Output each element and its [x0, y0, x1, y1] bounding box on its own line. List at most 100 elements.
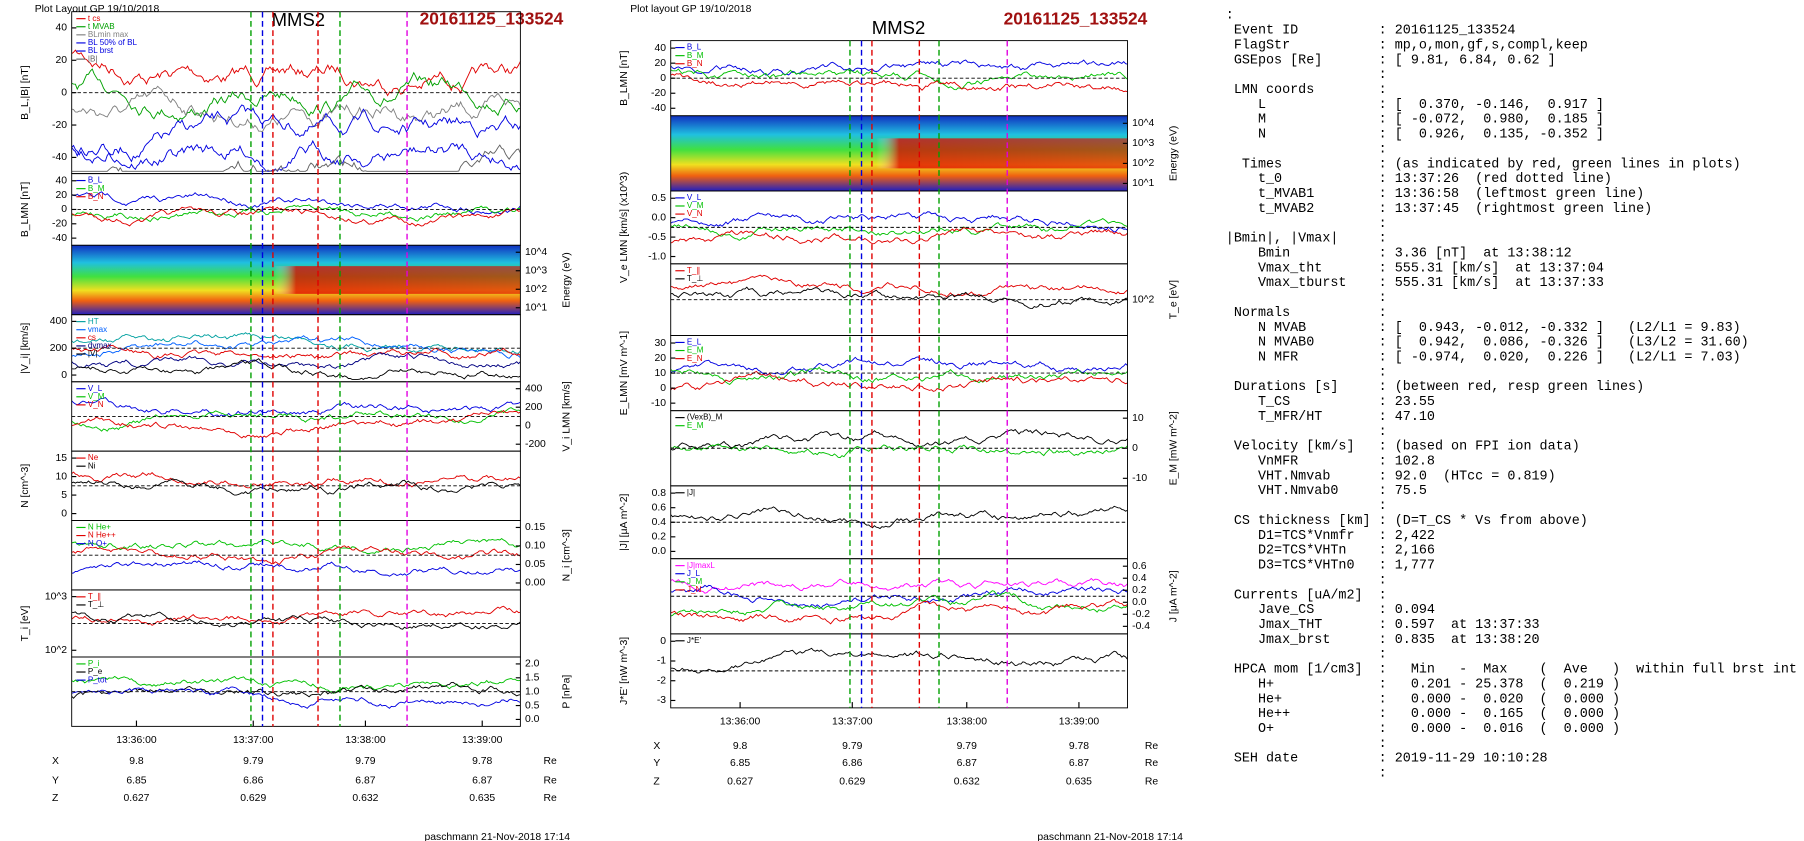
trace: [71, 139, 521, 173]
position-value: 0.627: [123, 793, 149, 804]
legend-label: vmax: [88, 325, 107, 334]
summary-line: L : [ 0.370, -0.146, 0.917 ]: [1226, 98, 1604, 113]
summary-line: CS thickness [km] : (D=T_CS * Vs from ab…: [1226, 514, 1588, 529]
y-tick-label: -0.2: [1132, 609, 1150, 620]
legend-label: T_⊥: [88, 600, 104, 609]
y-tick-label: 10^2: [45, 645, 67, 656]
y-axis-label: J [μA m^-2]: [1169, 570, 1180, 622]
y-tick-label: 1.5: [525, 673, 540, 684]
position-value: 6.87: [1069, 758, 1089, 769]
trace: [670, 218, 1128, 241]
summary-line: O+ : 0.000 - 0.016 ( 0.000 ): [1226, 722, 1620, 737]
summary-line: :: [1226, 217, 1387, 232]
legend-label: P_tot: [88, 675, 108, 684]
y-tick-label: -40: [651, 103, 666, 114]
y-tick-label: -10: [1132, 473, 1147, 484]
x-tick-label: 13:38:00: [947, 716, 988, 727]
legend-label: B_L: [687, 43, 702, 52]
position-label: Y: [52, 775, 59, 786]
legend-label: T_∥: [88, 592, 101, 601]
panel: |J| 0.8 0.6 0.4 0.2 0.0 |J| [μA m^-2]: [619, 485, 1128, 560]
legend-label: |J|: [687, 488, 695, 497]
legend-label: J_N: [687, 585, 702, 594]
summary-line: :: [1226, 365, 1387, 380]
summary-line: t_MVAB1 : 13:36:58 (leftmost green line): [1226, 187, 1644, 202]
y-axis-label: Energy (eV): [1169, 126, 1180, 181]
legend-label: t cs: [88, 14, 101, 23]
x-tick-label: 13:36:00: [720, 716, 761, 727]
y-tick-label: 10^3: [525, 265, 547, 276]
summary-line: HPCA mom [1/cm3] : Min - Max ( Ave ) wit…: [1226, 663, 1797, 678]
x-tick-label: 13:39:00: [462, 735, 503, 746]
x-tick-label: 13:36:00: [116, 735, 157, 746]
legend-label: t MVAB: [88, 22, 115, 31]
y-tick-label: 30: [655, 338, 667, 349]
position-value: 9.79: [243, 756, 263, 767]
position-value: 0.627: [727, 777, 753, 788]
trace: [71, 344, 521, 360]
summary-line: LMN coords :: [1226, 83, 1387, 98]
x-tick-label: 13:38:00: [345, 735, 386, 746]
legend-label: Ne: [88, 453, 99, 462]
position-value: 0.632: [954, 777, 980, 788]
summary-line: Normals :: [1226, 306, 1387, 321]
panel-frame: [71, 11, 521, 175]
summary-line: :: [1226, 648, 1387, 663]
y-axis-label: V_e LMN [km/s] (x10^3): [619, 172, 630, 283]
plot-header: Plot Layout GP 19/10/2018: [35, 4, 160, 15]
panel: V_LV_MV_N 0.5 0.0 -0.5 -1.0 V_e LMN [km/s] (x…: [619, 172, 1128, 283]
y-tick-label: -40: [52, 152, 67, 163]
legend-label: V_M: [88, 392, 105, 401]
y-tick-label: -0.4: [1132, 621, 1150, 632]
y-tick-label: 40: [56, 176, 68, 187]
y-tick-label: 0.0: [652, 546, 667, 557]
position-label: Z: [52, 793, 59, 804]
summary-line: N MFR : [ -0.974, 0.020, 0.226 ] (L2/L1 …: [1226, 351, 1741, 366]
position-unit: Re: [1145, 741, 1159, 752]
trace: [670, 356, 1128, 376]
y-tick-label: 10^3: [1132, 138, 1154, 149]
trace: [670, 505, 1128, 530]
legend-label: BLmin max: [88, 30, 128, 39]
trace: [71, 397, 521, 418]
trace: [670, 584, 1128, 609]
trace: [670, 443, 1128, 459]
position-value: 9.78: [1069, 741, 1089, 752]
y-tick-label: 20: [56, 190, 68, 201]
position-value: 0.629: [240, 793, 266, 804]
position-value: 9.78: [472, 756, 492, 767]
summary-line: :: [1226, 767, 1387, 782]
panel: T_∥T_⊥ 10^3 10^2 T_i [eV]: [20, 589, 521, 658]
position-unit: Re: [1145, 758, 1159, 769]
trace: [670, 59, 1128, 76]
trace: [71, 545, 521, 566]
y-tick-label: 0.5: [525, 700, 540, 711]
legend-label: V_N: [687, 209, 703, 218]
summary-line: N MVAB0 : [ 0.942, 0.086, -0.326 ] (L3/L…: [1226, 336, 1749, 351]
legend-label: N He++: [88, 531, 116, 540]
summary-line: VHT.Nmvab0 : 75.5: [1226, 484, 1427, 499]
y-tick-label: 0.0: [1132, 597, 1147, 608]
y-tick-label: 400: [525, 383, 543, 394]
legend-label: P_i: [88, 659, 100, 668]
position-value: 9.8: [129, 756, 144, 767]
position-label: X: [653, 741, 660, 752]
y-axis-label: N_i [cm^-3]: [561, 529, 572, 581]
panel: B_LB_MB_N 40 20 0 -20 -40 B_LMN [nT]: [20, 173, 521, 246]
legend-label: |V|: [88, 349, 98, 358]
summary-line: :: [1226, 291, 1387, 306]
trace: [71, 104, 521, 164]
summary-line: T_MFR/HT : 47.10: [1226, 410, 1435, 425]
legend-label: J*E': [687, 636, 702, 645]
legend-label: (VexB)_M: [687, 413, 723, 422]
y-axis-label: B_LMN [nT]: [20, 182, 31, 238]
legend-label: HT: [88, 317, 99, 326]
legend-label: T_⊥: [687, 274, 703, 283]
y-tick-label: 0.10: [525, 541, 545, 552]
position-value: 0.629: [839, 777, 865, 788]
y-tick-label: -3: [657, 695, 666, 706]
trace: [670, 647, 1128, 674]
y-tick-label: 15: [56, 453, 68, 464]
y-tick-label: 0: [660, 636, 666, 647]
